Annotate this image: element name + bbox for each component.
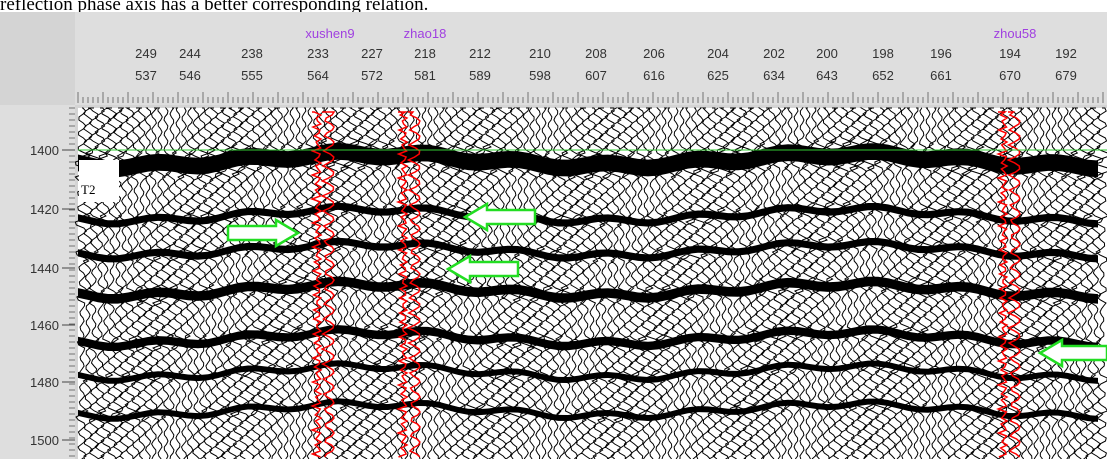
depth-panel <box>0 105 75 459</box>
cdp-number: 546 <box>179 68 201 83</box>
trace-number: 244 <box>179 46 201 61</box>
page: reflection phase axis has a better corre… <box>0 0 1107 459</box>
depth-label: 1440 <box>30 261 59 276</box>
depth-label: 1420 <box>30 202 59 217</box>
cdp-number: 616 <box>643 68 665 83</box>
trace-number: 218 <box>414 46 436 61</box>
depth-label: 1460 <box>30 318 59 333</box>
cdp-number: 634 <box>763 68 785 83</box>
cdp-number: 537 <box>135 68 157 83</box>
depth-label: 1480 <box>30 375 59 390</box>
trace-number: 200 <box>816 46 838 61</box>
cdp-number: 598 <box>529 68 551 83</box>
cdp-number: 555 <box>241 68 263 83</box>
depth-label: 1400 <box>30 143 59 158</box>
cdp-number: 652 <box>872 68 894 83</box>
cdp-number: 607 <box>585 68 607 83</box>
trace-number: 204 <box>707 46 729 61</box>
trace-number: 233 <box>307 46 329 61</box>
trace-number: 196 <box>930 46 952 61</box>
cdp-number: 661 <box>930 68 952 83</box>
trace-number: 202 <box>763 46 785 61</box>
horizon-label: T2 <box>81 182 95 197</box>
cdp-number: 625 <box>707 68 729 83</box>
well-name: xushen9 <box>305 26 354 41</box>
trace-number: 194 <box>999 46 1021 61</box>
cdp-number: 670 <box>999 68 1021 83</box>
trace-number: 227 <box>361 46 383 61</box>
trace-number: 212 <box>469 46 491 61</box>
seismic-section: T2 249 537 244 546 238 555 233 564 227 572 218 581 2… <box>0 0 1107 459</box>
trace-number: 198 <box>872 46 894 61</box>
cdp-number: 572 <box>361 68 383 83</box>
cdp-number: 564 <box>307 68 329 83</box>
trace-number: 249 <box>135 46 157 61</box>
trace-number: 210 <box>529 46 551 61</box>
trace-number: 206 <box>643 46 665 61</box>
trace-number: 192 <box>1055 46 1077 61</box>
well-name: zhao18 <box>404 26 447 41</box>
cdp-number: 679 <box>1055 68 1077 83</box>
well-name: zhou58 <box>994 26 1037 41</box>
trace-number: 238 <box>241 46 263 61</box>
cdp-number: 643 <box>816 68 838 83</box>
trace-number: 208 <box>585 46 607 61</box>
cdp-number: 589 <box>469 68 491 83</box>
depth-label: 1500 <box>30 433 59 448</box>
cdp-number: 581 <box>414 68 436 83</box>
